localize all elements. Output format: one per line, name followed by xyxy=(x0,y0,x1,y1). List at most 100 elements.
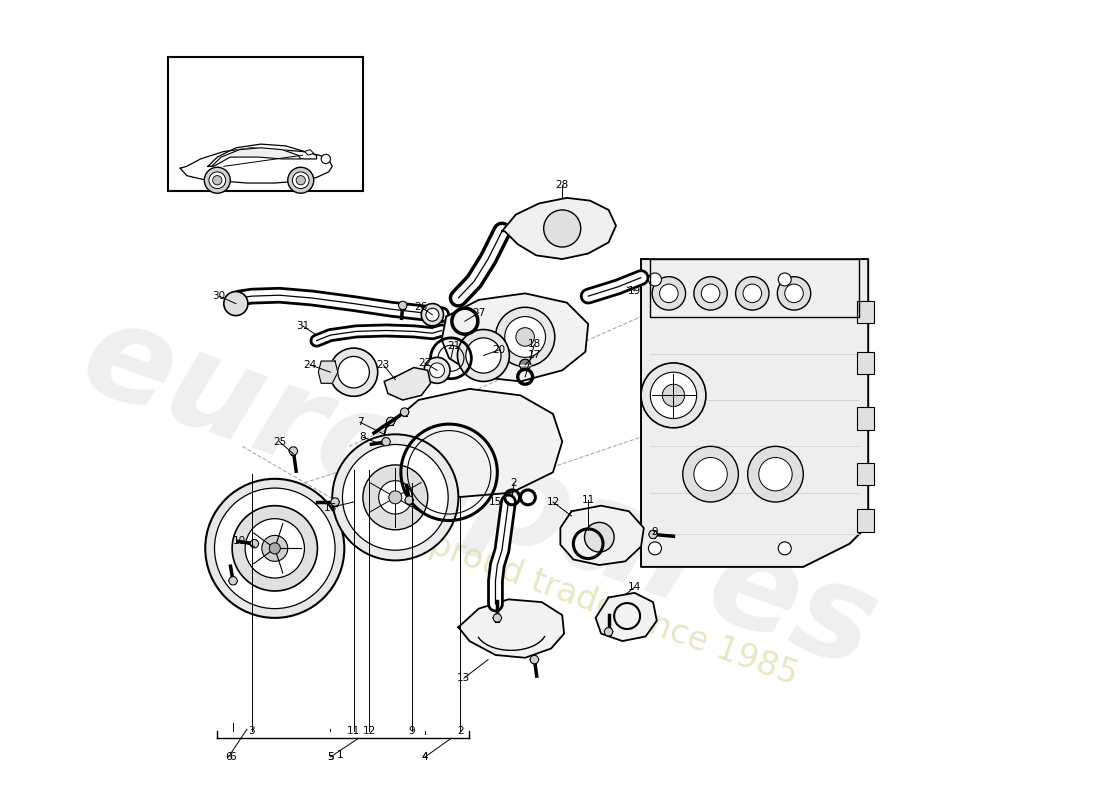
Circle shape xyxy=(649,530,658,538)
Circle shape xyxy=(650,372,696,418)
Circle shape xyxy=(649,542,661,555)
Circle shape xyxy=(400,408,409,416)
Text: 11: 11 xyxy=(582,495,595,505)
Circle shape xyxy=(784,284,803,302)
Circle shape xyxy=(293,172,309,189)
Circle shape xyxy=(250,539,258,548)
Polygon shape xyxy=(318,361,338,383)
Circle shape xyxy=(363,465,428,530)
Circle shape xyxy=(495,307,554,366)
Circle shape xyxy=(212,176,222,185)
Circle shape xyxy=(458,330,509,382)
Circle shape xyxy=(652,277,685,310)
Circle shape xyxy=(748,446,803,502)
Circle shape xyxy=(759,458,792,491)
Circle shape xyxy=(382,438,390,446)
Text: 1: 1 xyxy=(337,750,343,760)
Circle shape xyxy=(778,277,811,310)
Text: 12: 12 xyxy=(363,726,376,736)
Circle shape xyxy=(694,458,727,491)
Text: 5: 5 xyxy=(327,752,333,762)
Circle shape xyxy=(262,535,288,562)
Circle shape xyxy=(229,577,238,585)
Circle shape xyxy=(694,277,727,310)
Text: 26: 26 xyxy=(415,302,428,312)
Text: 3: 3 xyxy=(249,726,255,736)
Text: 14: 14 xyxy=(628,582,641,592)
Bar xyxy=(857,407,873,430)
Circle shape xyxy=(342,445,448,550)
Circle shape xyxy=(779,273,791,286)
Text: 30: 30 xyxy=(212,291,226,301)
Text: eurospares: eurospares xyxy=(65,290,893,695)
Circle shape xyxy=(543,210,581,247)
Polygon shape xyxy=(502,198,616,259)
Text: 19: 19 xyxy=(628,286,641,295)
Circle shape xyxy=(388,491,401,504)
Bar xyxy=(857,510,873,532)
Polygon shape xyxy=(442,294,588,382)
Text: 15: 15 xyxy=(488,497,502,507)
Circle shape xyxy=(321,154,330,163)
Text: 24: 24 xyxy=(304,360,317,370)
Text: 23: 23 xyxy=(376,360,389,370)
Text: 8: 8 xyxy=(360,432,366,442)
Circle shape xyxy=(649,273,661,286)
Text: 16: 16 xyxy=(323,502,337,513)
Text: 6: 6 xyxy=(230,752,236,762)
Circle shape xyxy=(386,417,395,426)
Circle shape xyxy=(530,655,539,664)
Circle shape xyxy=(505,317,546,358)
Circle shape xyxy=(493,614,502,622)
Polygon shape xyxy=(382,389,562,498)
Circle shape xyxy=(270,542,280,554)
Circle shape xyxy=(223,291,248,316)
Circle shape xyxy=(330,348,377,396)
Bar xyxy=(168,57,363,191)
Circle shape xyxy=(338,357,370,388)
Polygon shape xyxy=(180,148,332,183)
Text: 17: 17 xyxy=(528,350,541,361)
Text: 7: 7 xyxy=(356,418,363,427)
Text: 5: 5 xyxy=(327,752,333,762)
Polygon shape xyxy=(641,259,868,567)
Circle shape xyxy=(465,338,501,373)
Text: 4: 4 xyxy=(421,752,428,762)
Text: 2: 2 xyxy=(510,478,517,489)
Bar xyxy=(857,352,873,374)
Polygon shape xyxy=(305,150,314,155)
Circle shape xyxy=(641,363,706,428)
Polygon shape xyxy=(208,144,317,166)
Circle shape xyxy=(660,284,678,302)
Circle shape xyxy=(742,284,761,302)
Text: 25: 25 xyxy=(273,437,286,446)
Circle shape xyxy=(421,303,443,326)
Polygon shape xyxy=(459,599,564,658)
Circle shape xyxy=(430,363,444,378)
Circle shape xyxy=(288,167,313,194)
Text: 27: 27 xyxy=(472,308,485,318)
Text: 21: 21 xyxy=(447,342,461,351)
Circle shape xyxy=(331,498,339,506)
Text: 9: 9 xyxy=(651,526,658,537)
Text: 12: 12 xyxy=(547,497,560,507)
Bar xyxy=(857,463,873,486)
Circle shape xyxy=(604,628,613,636)
Text: 6: 6 xyxy=(226,752,232,762)
Text: 2: 2 xyxy=(456,726,463,736)
Text: 22: 22 xyxy=(418,358,431,368)
Polygon shape xyxy=(211,148,300,166)
Circle shape xyxy=(584,522,614,552)
Circle shape xyxy=(296,176,306,185)
Polygon shape xyxy=(650,259,859,317)
Text: a proud trade since 1985: a proud trade since 1985 xyxy=(396,517,803,691)
Circle shape xyxy=(405,496,414,504)
Circle shape xyxy=(425,358,450,383)
Circle shape xyxy=(519,359,530,370)
Bar xyxy=(857,301,873,323)
Circle shape xyxy=(702,284,719,302)
Polygon shape xyxy=(560,506,643,565)
Text: 4: 4 xyxy=(421,752,428,762)
Circle shape xyxy=(289,447,297,455)
Text: 9: 9 xyxy=(409,726,416,736)
